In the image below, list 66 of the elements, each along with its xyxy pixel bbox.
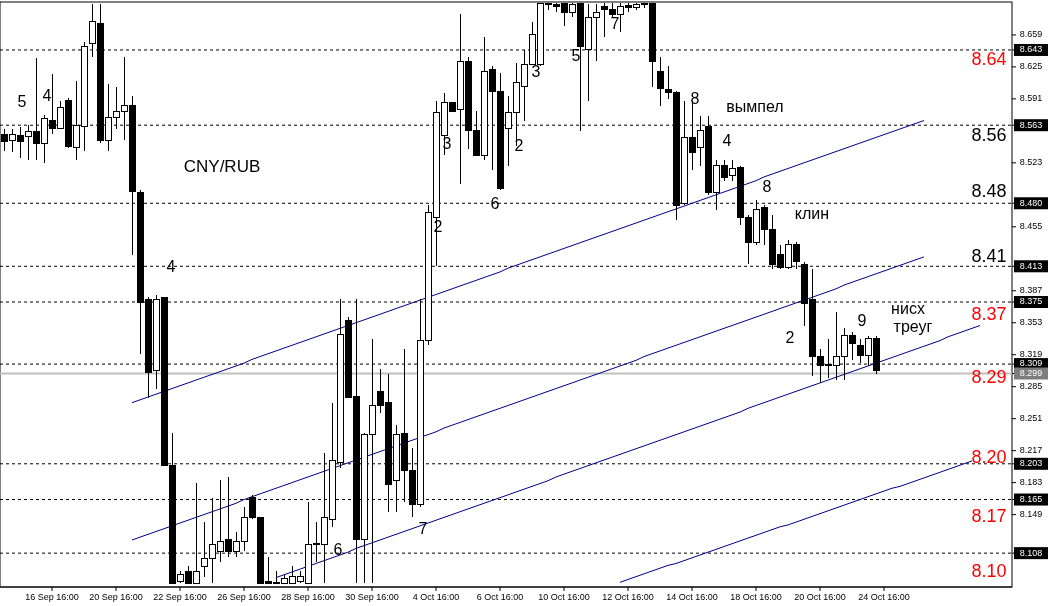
x-tick-label: 22 Sep 16:00 [153, 592, 207, 602]
y-tick-label: 8.413 [1019, 260, 1043, 271]
annotation: 4 [166, 258, 176, 276]
annotation: 8.56 [971, 124, 1007, 145]
y-tick-label: 8.319 [1019, 349, 1043, 360]
annotation: 8.20 [971, 446, 1007, 467]
x-tick-label: 30 Sep 16:00 [345, 592, 399, 602]
y-tick-label: 8.659 [1019, 29, 1043, 40]
y-tick-label: 8.625 [1019, 61, 1043, 72]
annotation: 7 [418, 520, 428, 538]
line-series [619, 460, 973, 583]
annotation: клин [794, 205, 830, 223]
annotation: вымпел [726, 98, 784, 116]
y-tick-label: 8.309 [1019, 358, 1043, 369]
y-tick-label: 8.375 [1019, 296, 1043, 307]
text: CNY/RUB [183, 157, 261, 177]
y-tick-label: 8.387 [1019, 285, 1043, 296]
y-tick-label: 8.108 [1019, 547, 1043, 558]
annotation: 4 [42, 87, 52, 105]
annotation: 8 [762, 178, 772, 196]
y-tick-label: 8.183 [1019, 476, 1043, 487]
y-tick-label: 8.165 [1019, 493, 1043, 504]
x-tick-label: 24 Oct 16:00 [858, 592, 910, 602]
annotation: 5 [571, 47, 581, 65]
annotation: 2 [785, 329, 795, 347]
annotation: 8.48 [971, 180, 1007, 201]
x-tick-label: 18 Oct 16:00 [730, 592, 782, 602]
annotation: 8.10 [971, 560, 1007, 581]
y-tick-label: 8.643 [1019, 44, 1043, 55]
x-tick-label: 28 Sep 16:00 [281, 592, 335, 602]
y-tick-label: 8.563 [1019, 119, 1043, 130]
annotation: 4 [722, 132, 732, 150]
annotation: 6 [490, 195, 500, 213]
candlestick [657, 56, 664, 107]
annotation: 5 [17, 93, 27, 111]
x-tick-label: 16 Sep 16:00 [25, 592, 79, 602]
annotation: 9 [857, 312, 867, 330]
y-tick-label: 8.591 [1019, 93, 1043, 104]
x-tick-label: 26 Sep 16:00 [217, 592, 271, 602]
x-tick-label: 20 Oct 16:00 [794, 592, 846, 602]
x-tick-label: 20 Sep 16:00 [89, 592, 143, 602]
x-tick-label: 14 Oct 16:00 [666, 592, 718, 602]
annotation: нисх [891, 300, 925, 318]
y-tick-label: 8.480 [1019, 197, 1043, 208]
y-tick-label: 8.203 [1019, 458, 1043, 469]
x-tick-label: 12 Oct 16:00 [602, 592, 654, 602]
x-tick-label: 6 Oct 16:00 [476, 592, 524, 602]
x-tick-label: 10 Oct 16:00 [538, 592, 590, 602]
y-tick-label: 8.523 [1019, 157, 1043, 168]
y-tick-label: 8.149 [1019, 508, 1043, 519]
y-tick-label: 8.285 [1019, 381, 1043, 392]
annotation: 8 [690, 90, 700, 108]
annotation: 3 [531, 63, 541, 81]
annotation: треуг [893, 318, 933, 336]
annotation: 7 [610, 15, 620, 33]
annotation: 8.41 [971, 245, 1007, 266]
y-tick-label: 8.353 [1019, 317, 1043, 328]
annotation: 8.17 [971, 505, 1007, 526]
x-tick-label: 4 Oct 16:00 [412, 592, 460, 602]
annotation: 8.29 [971, 366, 1007, 387]
y-tick-label: 8.299 [1019, 367, 1043, 378]
annotation: 8.37 [971, 303, 1007, 324]
y-tick-label: 8.251 [1019, 413, 1043, 424]
annotation: 8.64 [971, 48, 1007, 69]
y-tick-label: 8.217 [1019, 445, 1043, 455]
y-tick-label: 8.455 [1019, 221, 1043, 232]
